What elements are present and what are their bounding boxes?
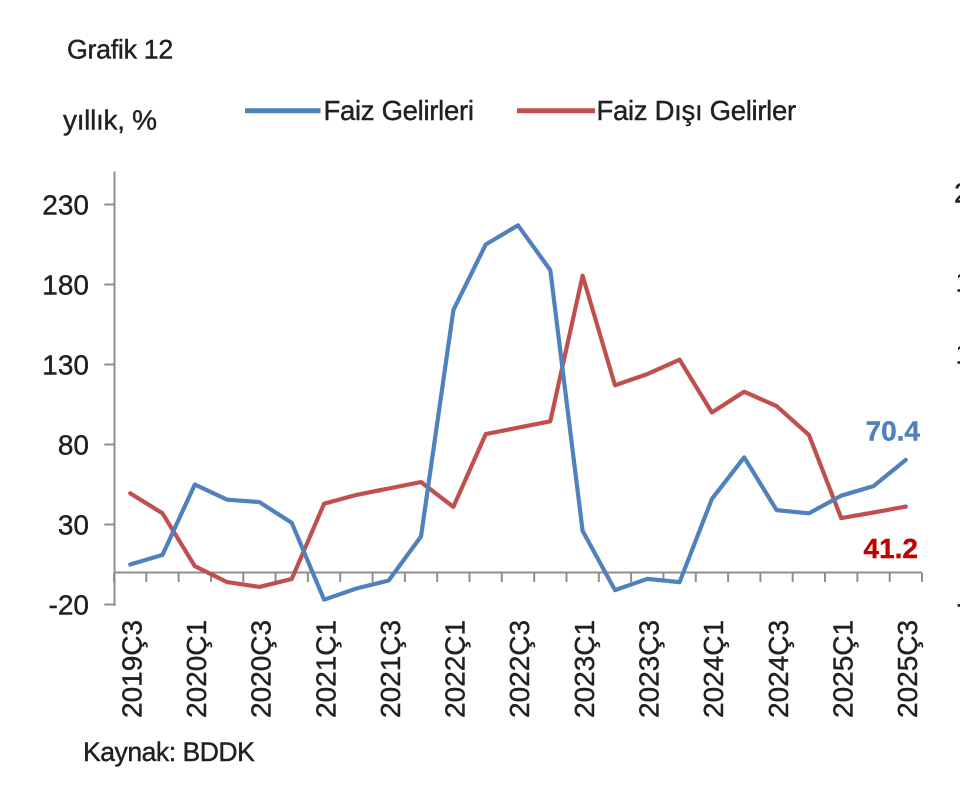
svg-text:-: - (957, 588, 960, 619)
svg-text:2021Ç3: 2021Ç3 (375, 620, 406, 718)
svg-text:41.2: 41.2 (864, 533, 919, 564)
svg-text:2020Ç1: 2020Ç1 (181, 620, 212, 718)
svg-text:1: 1 (956, 267, 960, 298)
svg-text:180: 180 (42, 269, 89, 300)
svg-text:230: 230 (42, 189, 89, 220)
svg-text:Faiz Gelirleri: Faiz Gelirleri (324, 95, 474, 126)
svg-text:80: 80 (58, 429, 89, 460)
svg-text:1: 1 (956, 339, 960, 370)
svg-text:yıllık, %: yıllık, % (63, 105, 157, 136)
svg-text:70.4: 70.4 (866, 416, 921, 447)
svg-text:2021Ç1: 2021Ç1 (310, 620, 341, 718)
svg-text:2022Ç3: 2022Ç3 (504, 620, 535, 718)
svg-text:-20: -20 (49, 589, 89, 620)
svg-text:2022Ç1: 2022Ç1 (440, 620, 471, 718)
svg-text:Kaynak: BDDK: Kaynak: BDDK (83, 737, 255, 767)
svg-text:2: 2 (954, 178, 960, 209)
svg-text:30: 30 (58, 509, 89, 540)
svg-text:Faiz Dışı Gelirler: Faiz Dışı Gelirler (597, 95, 796, 126)
svg-text:2023Ç1: 2023Ç1 (569, 620, 600, 718)
svg-text:2019Ç3: 2019Ç3 (116, 620, 147, 718)
svg-text:2023Ç3: 2023Ç3 (634, 620, 665, 718)
svg-text:Grafik 12: Grafik 12 (67, 35, 173, 65)
svg-text:2020Ç3: 2020Ç3 (246, 620, 277, 718)
svg-text:2024Ç1: 2024Ç1 (698, 620, 729, 718)
svg-text:2025Ç1: 2025Ç1 (827, 620, 858, 718)
svg-text:130: 130 (42, 349, 89, 380)
svg-text:2025Ç3: 2025Ç3 (892, 620, 923, 718)
svg-text:2024Ç3: 2024Ç3 (763, 620, 794, 718)
